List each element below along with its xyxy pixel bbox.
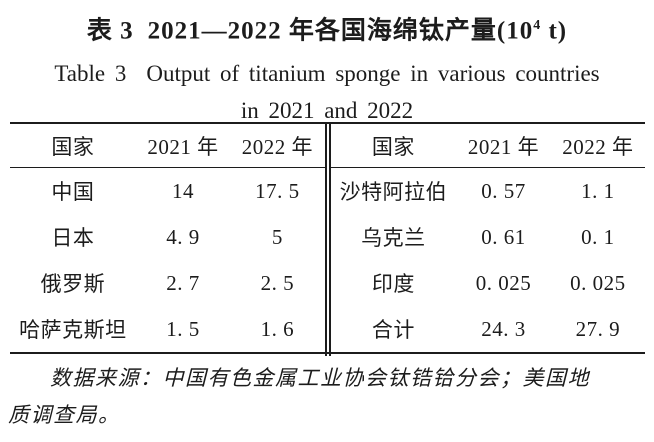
table-caption-en-label: Table 3	[54, 61, 127, 87]
cell-2021-value: 4. 9	[166, 224, 200, 249]
header-cell-country: 国家	[51, 134, 95, 159]
header-cell-2021: 2021 年	[467, 134, 540, 159]
double-rule-divider	[324, 124, 331, 356]
table-header-row: 国家 2021 年 2022 年	[10, 124, 325, 168]
data-table-right: 国家 2021 年 2022 年 沙特阿拉伯 0. 57 1. 1 乌克兰 0.…	[330, 124, 646, 352]
table-header-row: 国家 2021 年 2022 年	[330, 124, 645, 168]
header-cell-2022: 2022 年	[562, 134, 634, 159]
cell-2022-value: 5	[271, 224, 283, 249]
cell-2021-value: 0. 57	[481, 178, 526, 203]
source-note-line1: 数据来源：中国有色金属工业协会钛锆铪分会；美国地	[50, 366, 590, 390]
cell-country: 中国	[51, 180, 95, 204]
table-caption-zh-label: 表 3	[86, 17, 134, 45]
cell-country: 沙特阿拉伯	[339, 180, 448, 204]
cell-country: 印度	[371, 272, 415, 296]
cell-2022-total: 27. 9	[575, 316, 621, 341]
table-caption-zh-main: 2021—2022 年各国海绵钛产量(10	[147, 17, 534, 45]
source-note-line2: 质调查局。	[8, 403, 121, 427]
caption-superscript: 4	[533, 18, 542, 33]
cell-2022-value: 0. 025	[570, 270, 626, 295]
cell-country: 乌克兰	[361, 226, 426, 250]
table-row-total: 合计 24. 3 27. 9	[331, 306, 646, 352]
cell-2021-value: 2. 7	[166, 270, 200, 295]
cell-2021-total: 24. 3	[481, 316, 526, 341]
table-row: 日本 4. 9 5	[10, 214, 325, 260]
table-caption-en-main: Output of titanium sponge in various cou…	[146, 61, 600, 87]
cell-country: 俄罗斯	[40, 272, 106, 296]
header-cell-country: 国家	[371, 134, 415, 159]
data-table-left: 国家 2021 年 2022 年 中国 14 17. 5 日本 4. 9 5 俄…	[10, 124, 325, 352]
cell-2021-value: 1. 5	[166, 316, 200, 341]
data-source-note: 数据来源：中国有色金属工业协会钛锆铪分会；美国地 质调查局。	[8, 360, 646, 434]
cell-2021-value: 14	[171, 178, 194, 203]
cell-2022-value: 1. 1	[581, 178, 615, 203]
table-row: 俄罗斯 2. 7 2. 5	[10, 260, 325, 306]
data-table: 国家 2021 年 2022 年 中国 14 17. 5 日本 4. 9 5 俄…	[10, 122, 646, 356]
cell-total-label: 合计	[371, 318, 415, 342]
table-caption-en: Table 3 Output of titanium sponge in vari…	[0, 59, 654, 89]
table-row: 沙特阿拉伯 0. 57 1. 1	[331, 168, 646, 214]
header-cell-2021: 2021 年	[147, 134, 219, 159]
cell-country: 哈萨克斯坦	[19, 318, 127, 342]
table-caption-en-line2: in 2021 and 2022	[240, 98, 414, 124]
table-row: 印度 0. 025 0. 025	[331, 260, 646, 306]
table-caption-zh: 表 3 2021—2022 年各国海绵钛产量(104 t)	[0, 9, 654, 48]
cell-2022-value: 0. 1	[581, 224, 615, 249]
table-row: 哈萨克斯坦 1. 5 1. 6	[10, 306, 325, 352]
cell-2022-value: 1. 6	[260, 316, 295, 341]
table-row: 乌克兰 0. 61 0. 1	[331, 214, 646, 260]
cell-2022-value: 17. 5	[255, 178, 300, 203]
header-cell-2022: 2022 年	[241, 134, 313, 159]
cell-2022-value: 2. 5	[260, 270, 295, 295]
table-row: 中国 14 17. 5	[10, 168, 325, 214]
cell-2021-value: 0. 61	[481, 224, 526, 249]
table-caption-zh-tail: t)	[541, 17, 568, 45]
cell-2021-value: 0. 025	[475, 270, 532, 295]
cell-country: 日本	[51, 226, 95, 250]
